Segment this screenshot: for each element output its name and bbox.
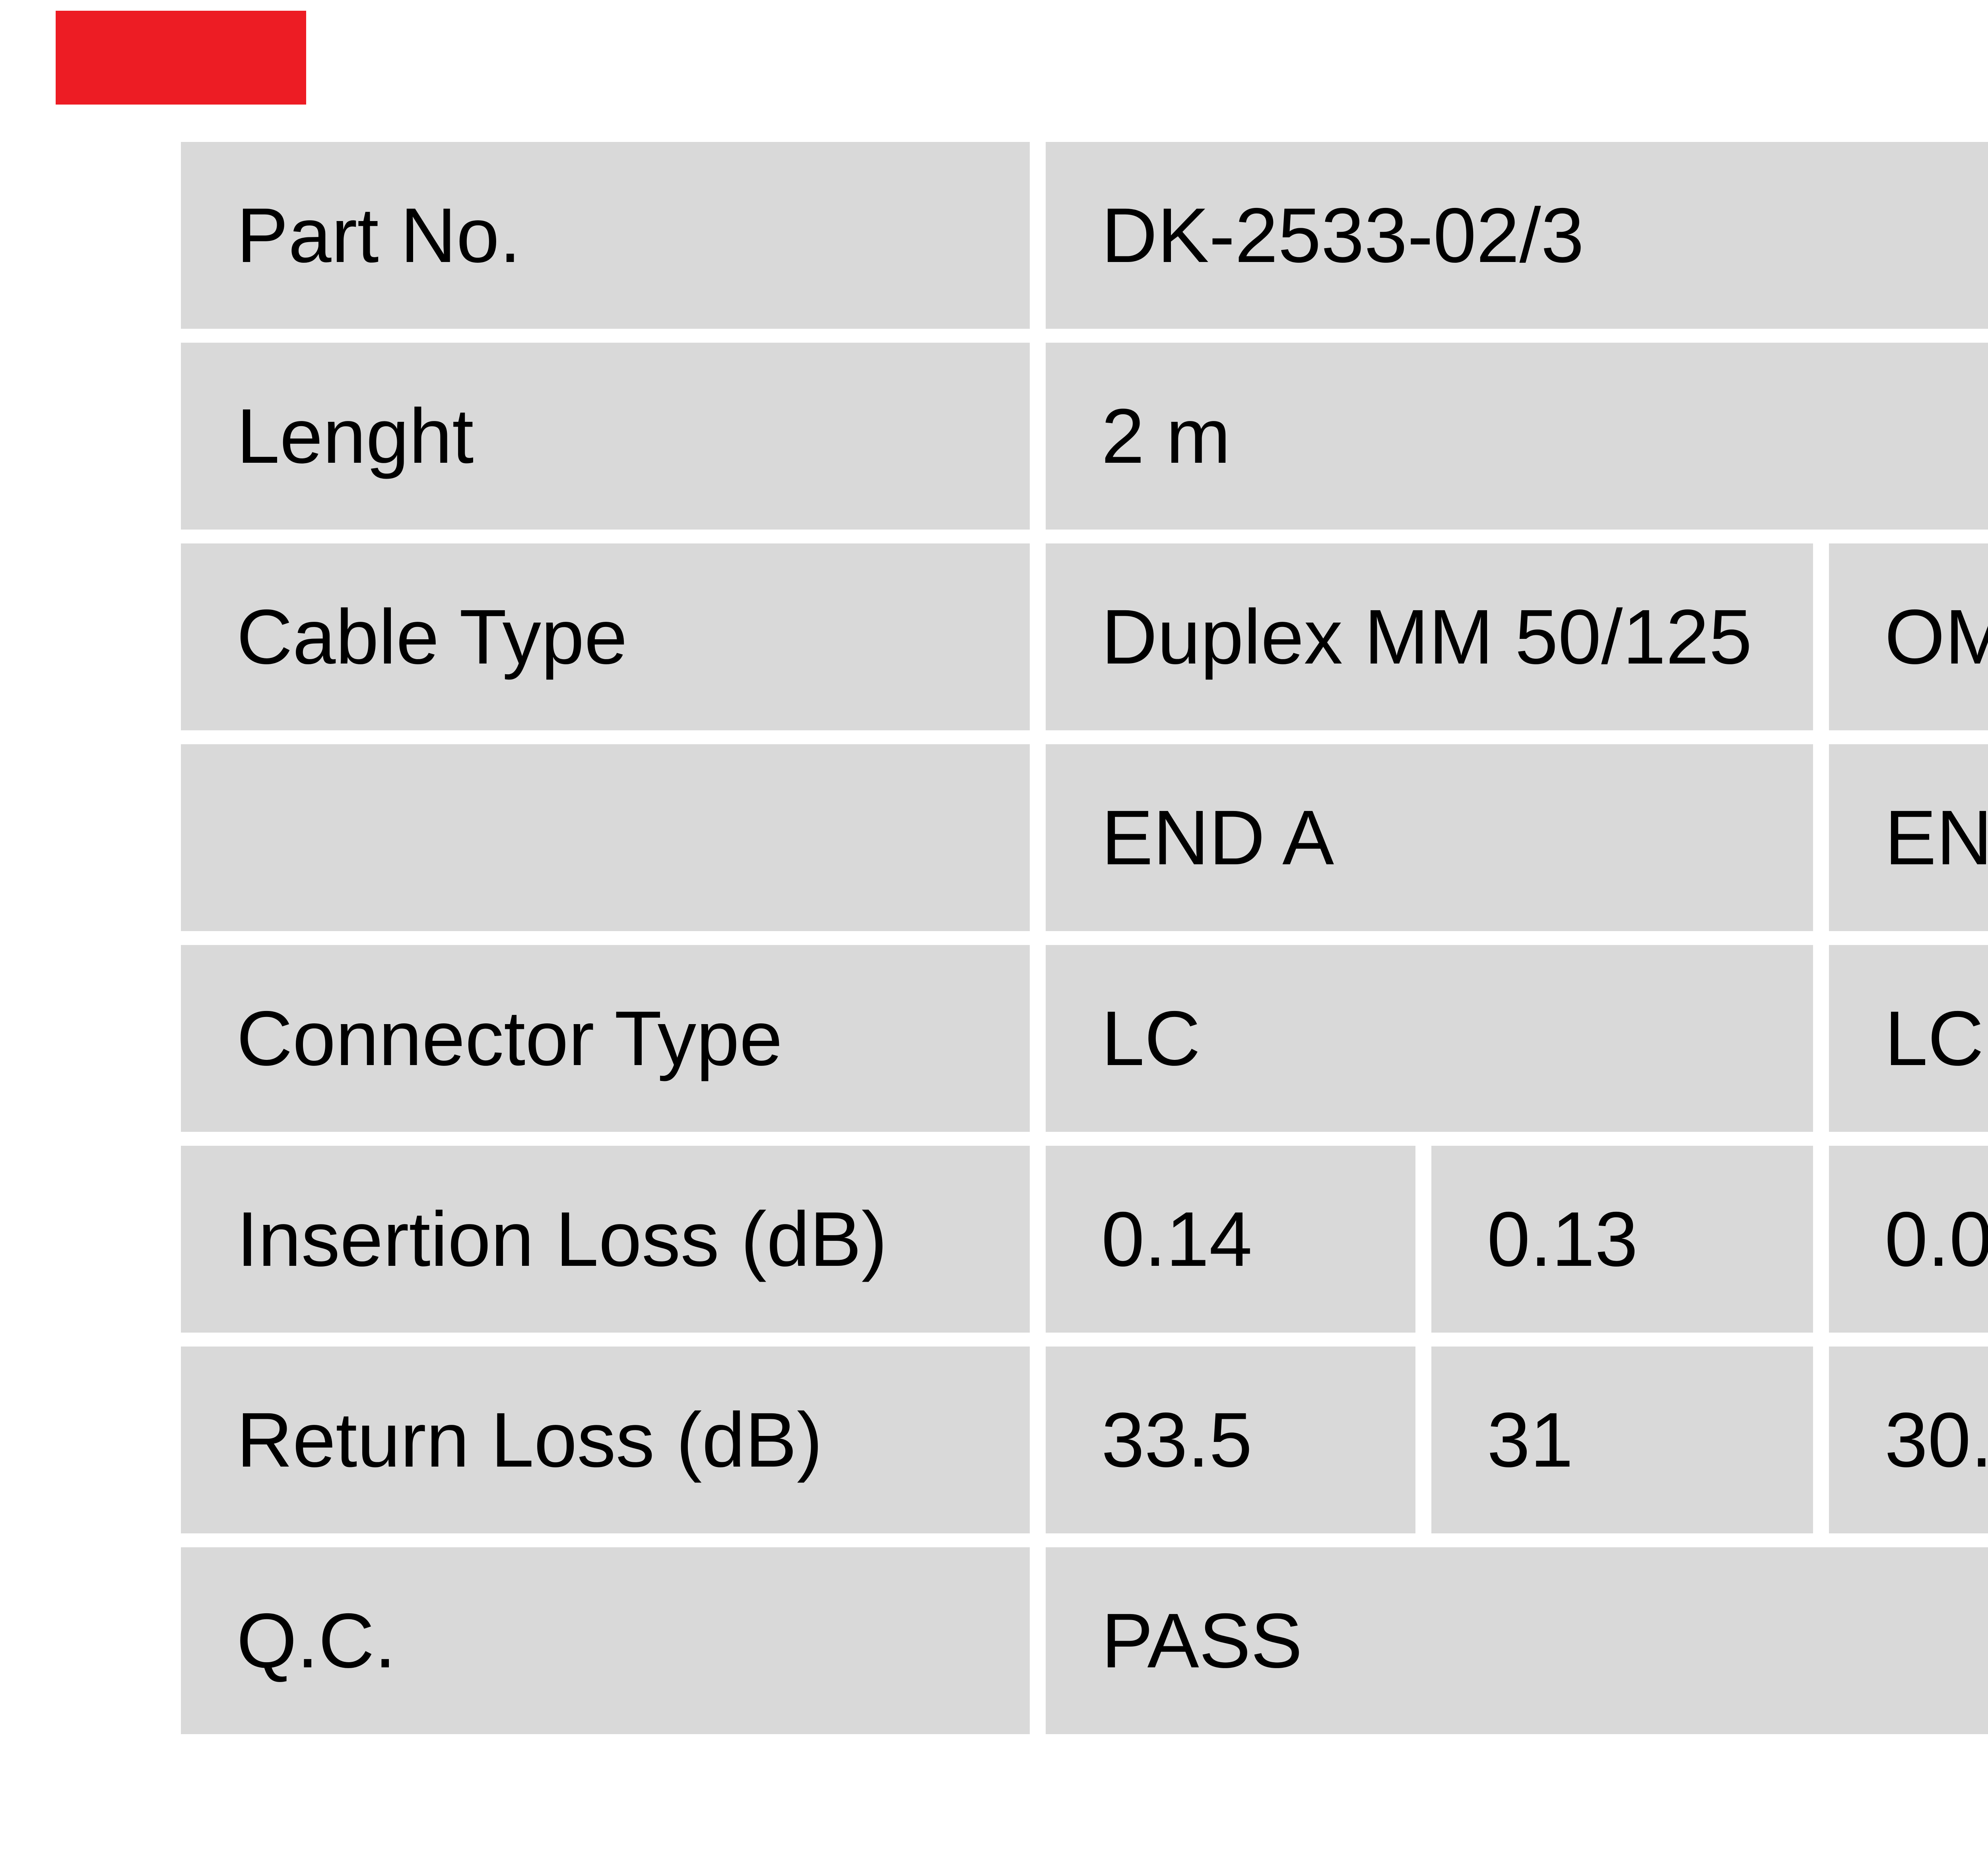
row-label-cell: Lenght xyxy=(181,343,1030,530)
value-cell: 30.6 xyxy=(1829,1347,1988,1533)
qc-table: Part No. DK-2533-02/3 Lenght 2 m Cable Type D… xyxy=(181,142,1988,1734)
value-cell: 0.14 xyxy=(1046,1146,1415,1333)
value-cell: LC xyxy=(1829,945,1988,1132)
value-cell: END A xyxy=(1046,744,1813,931)
value-cell: 0.13 xyxy=(1431,1146,1813,1333)
row-label-cell xyxy=(181,744,1030,931)
value-cell: LC xyxy=(1046,945,1813,1132)
value-cell: END B xyxy=(1829,744,1988,931)
row-label-cell: Connector Type xyxy=(181,945,1030,1132)
value-cell: 0.05 xyxy=(1829,1146,1988,1333)
row-label-cell: Return Loss (dB) xyxy=(181,1347,1030,1533)
value-cell: 2 m xyxy=(1046,343,1988,530)
row-label-cell: Insertion Loss (dB) xyxy=(181,1146,1030,1333)
value-cell: OM3 LSZH xyxy=(1829,543,1988,730)
row-label-cell: Cable Type xyxy=(181,543,1030,730)
value-cell: 33.5 xyxy=(1046,1347,1415,1533)
row-label-cell: Q.C. xyxy=(181,1547,1030,1734)
value-cell: Duplex MM 50/125 xyxy=(1046,543,1813,730)
value-cell: PASS xyxy=(1046,1547,1988,1734)
row-label-cell: Part No. xyxy=(181,142,1030,329)
value-cell: DK-2533-02/3 xyxy=(1046,142,1988,329)
red-rectangle-mark xyxy=(56,11,306,105)
value-cell: 31 xyxy=(1431,1347,1813,1533)
